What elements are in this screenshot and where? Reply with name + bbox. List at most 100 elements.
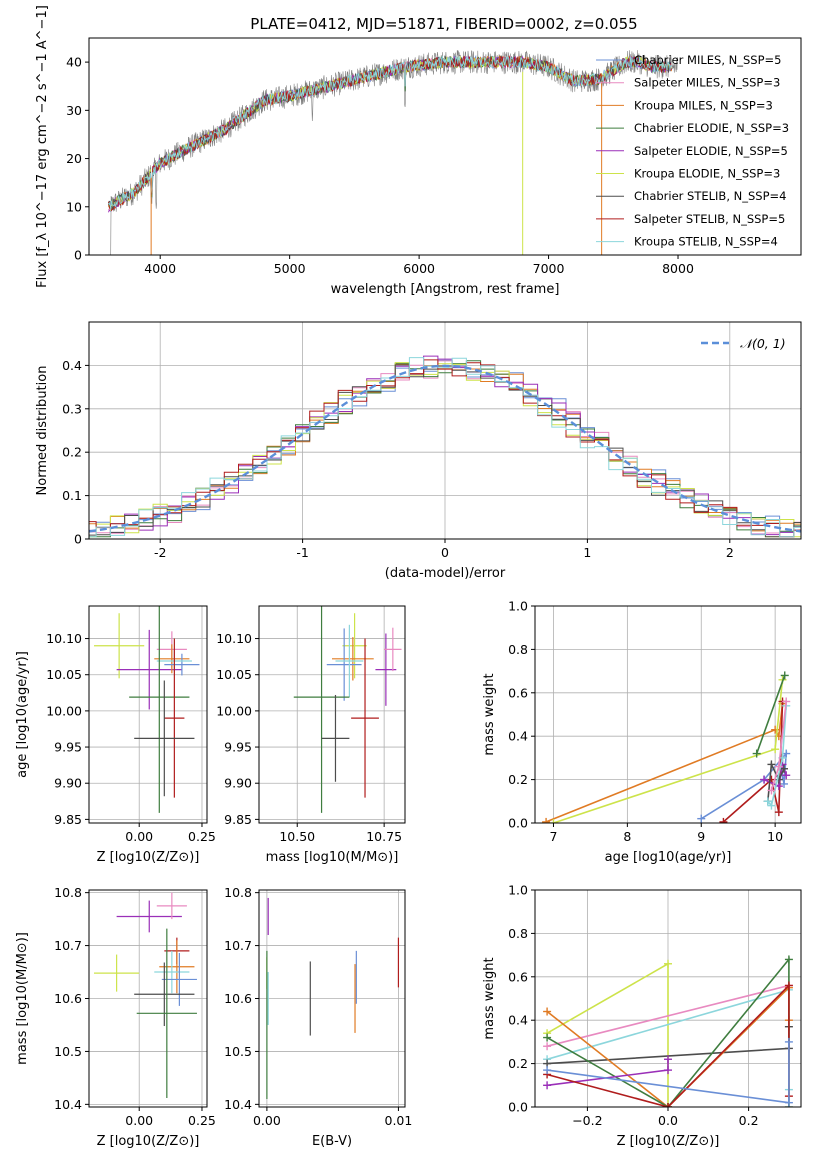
y-tick-label: 10.4 <box>224 1097 252 1112</box>
axes-frame <box>88 321 802 540</box>
x-tick-label: 0.2 <box>739 1113 759 1128</box>
y-tick-label: 10.4 <box>54 1097 82 1112</box>
y-tick-label: 0.0 <box>508 816 528 831</box>
weight-series-line <box>546 984 790 1047</box>
spectrum-legend: Chabrier MILES, N_SSP=5 Salpeter MILES, N… <box>596 53 789 249</box>
x-axis-label: Z [log10(Z/Z⊙)] <box>97 850 200 865</box>
weight-point-marker <box>664 1103 672 1107</box>
y-axis-label: Normed distribution <box>35 366 50 496</box>
y-tick-label: 0.4 <box>62 358 82 373</box>
model-spectrum-line <box>108 55 672 211</box>
y-axis-label: mass [log10(M/M⊙)] <box>15 932 30 1065</box>
y-tick-label: 0 <box>74 532 82 547</box>
legend-label: Salpeter ELODIE, N_SSP=5 <box>634 144 788 158</box>
weight-series-line <box>545 703 784 823</box>
weight-point-marker <box>549 819 558 823</box>
errorbar-point <box>136 928 197 1099</box>
residual-histogram-step <box>89 359 801 538</box>
weight-point-marker <box>784 981 793 990</box>
x-tick-label: 0.00 <box>125 829 153 844</box>
legend-label: Chabrier MILES, N_SSP=5 <box>634 53 781 67</box>
errorbar-point <box>164 653 200 676</box>
y-tick-label: 1.0 <box>508 599 528 614</box>
x-tick-label: 1 <box>583 545 591 560</box>
legend-label: Kroupa STELIB, N_SSP=4 <box>634 235 778 249</box>
weight-series-line <box>767 705 787 808</box>
x-tick-label: −0.2 <box>572 1113 602 1128</box>
legend-label: Salpeter MILES, N_SSP=3 <box>634 76 780 90</box>
y-tick-label: 0.6 <box>508 969 528 984</box>
y-tick-label: 10.6 <box>54 991 82 1006</box>
errorbar-point <box>293 606 350 813</box>
weight-point-marker <box>543 1042 552 1051</box>
x-tick-label: 0.0 <box>658 1113 678 1128</box>
normal-curve <box>89 364 801 533</box>
mass-vs-ebv-panel: 0.00 0.01 10.4 10.5 10.6 10.7 10.8 E(B-V) <box>224 885 412 1149</box>
legend-label: 𝒩(0, 1) <box>740 336 786 351</box>
y-tick-label: 10.5 <box>54 1044 82 1059</box>
y-tick-label: 20 <box>66 151 82 166</box>
errorbar-point <box>129 606 190 813</box>
y-tick-label: 10.05 <box>216 667 252 682</box>
x-tick-label: 7 <box>549 829 557 844</box>
legend-label: Salpeter STELIB, N_SSP=5 <box>634 212 785 226</box>
weight-point-marker <box>780 671 789 680</box>
axes-frame <box>88 889 208 1108</box>
axes-frame <box>258 605 406 824</box>
errorbar-point <box>384 627 402 672</box>
y-tick-label: 10.6 <box>224 991 252 1006</box>
errorbar-point <box>94 954 140 992</box>
errorbar-point <box>154 644 190 674</box>
x-tick-label: 0.00 <box>125 1113 153 1128</box>
x-tick-label: 9 <box>697 829 705 844</box>
x-tick-label: 4000 <box>144 261 176 276</box>
age-vs-mass-panel: 10.50 10.75 9.85 9.90 9.95 10.00 10.05 10.10 mas… <box>216 605 406 865</box>
axes-frame <box>258 889 406 1108</box>
weight-point-marker <box>543 1007 552 1016</box>
weight-point-marker <box>782 697 791 706</box>
x-axis-label: E(B-V) <box>312 1134 352 1149</box>
x-tick-label: 6000 <box>403 261 435 276</box>
x-axis-label: wavelength [Angstrom, rest frame] <box>331 282 560 297</box>
y-tick-label: 0.6 <box>508 685 528 700</box>
weight-vs-metallicity-panel: −0.2 0.0 0.2 0.0 0.2 0.4 0.6 0.8 1.0 Z [log10(Z/Z… <box>482 883 802 1149</box>
errorbar-point <box>159 940 195 994</box>
x-tick-label: 2 <box>726 545 734 560</box>
weight-series-line <box>767 761 785 802</box>
weight-point-marker <box>774 762 783 771</box>
errorbar-point <box>134 680 195 797</box>
y-tick-label: 10.7 <box>54 938 82 953</box>
y-tick-label: 0.8 <box>508 642 528 657</box>
y-tick-label: 10.10 <box>46 631 82 646</box>
x-tick-label: 8 <box>623 829 631 844</box>
x-tick-label: 0.25 <box>188 829 216 844</box>
residual-histogram-panel: -2 -1 0 1 2 0 0.1 0.2 0.3 0.4 (data-model)/error No… <box>35 321 802 581</box>
age-vs-metallicity-panel: 0.00 0.25 9.85 9.90 9.95 10.00 10.05 10.10 Z [lo… <box>15 605 216 865</box>
errorbar-point <box>342 613 367 679</box>
weight-point-marker <box>767 786 776 795</box>
weight-point-marker <box>771 745 780 754</box>
x-tick-label: 5000 <box>274 261 306 276</box>
y-tick-label: 0.0 <box>508 1100 528 1115</box>
y-tick-label: 10.05 <box>46 667 82 682</box>
errorbar-point <box>332 637 374 681</box>
y-tick-label: 10.5 <box>224 1044 252 1059</box>
errorbar-point <box>326 628 362 701</box>
weight-series-line <box>755 675 786 754</box>
y-tick-label: 9.85 <box>54 812 82 827</box>
x-tick-label: 0.25 <box>188 1113 216 1128</box>
x-tick-label: 10.75 <box>366 829 402 844</box>
weight-point-marker <box>752 749 761 758</box>
weight-point-marker <box>782 771 791 780</box>
y-tick-label: 9.95 <box>54 740 82 755</box>
weight-point-marker <box>543 1033 552 1042</box>
y-tick-label: 10.00 <box>46 703 82 718</box>
x-tick-label: 10 <box>767 829 783 844</box>
weight-point-marker <box>543 1081 552 1090</box>
weight-point-marker <box>767 760 776 769</box>
weight-point-marker <box>664 1066 672 1075</box>
y-tick-label: 1.0 <box>508 883 528 898</box>
spectrum-panel: 4000 5000 6000 7000 8000 0 10 20 30 40 wavelength … <box>35 5 802 297</box>
weight-point-marker <box>543 1066 552 1075</box>
